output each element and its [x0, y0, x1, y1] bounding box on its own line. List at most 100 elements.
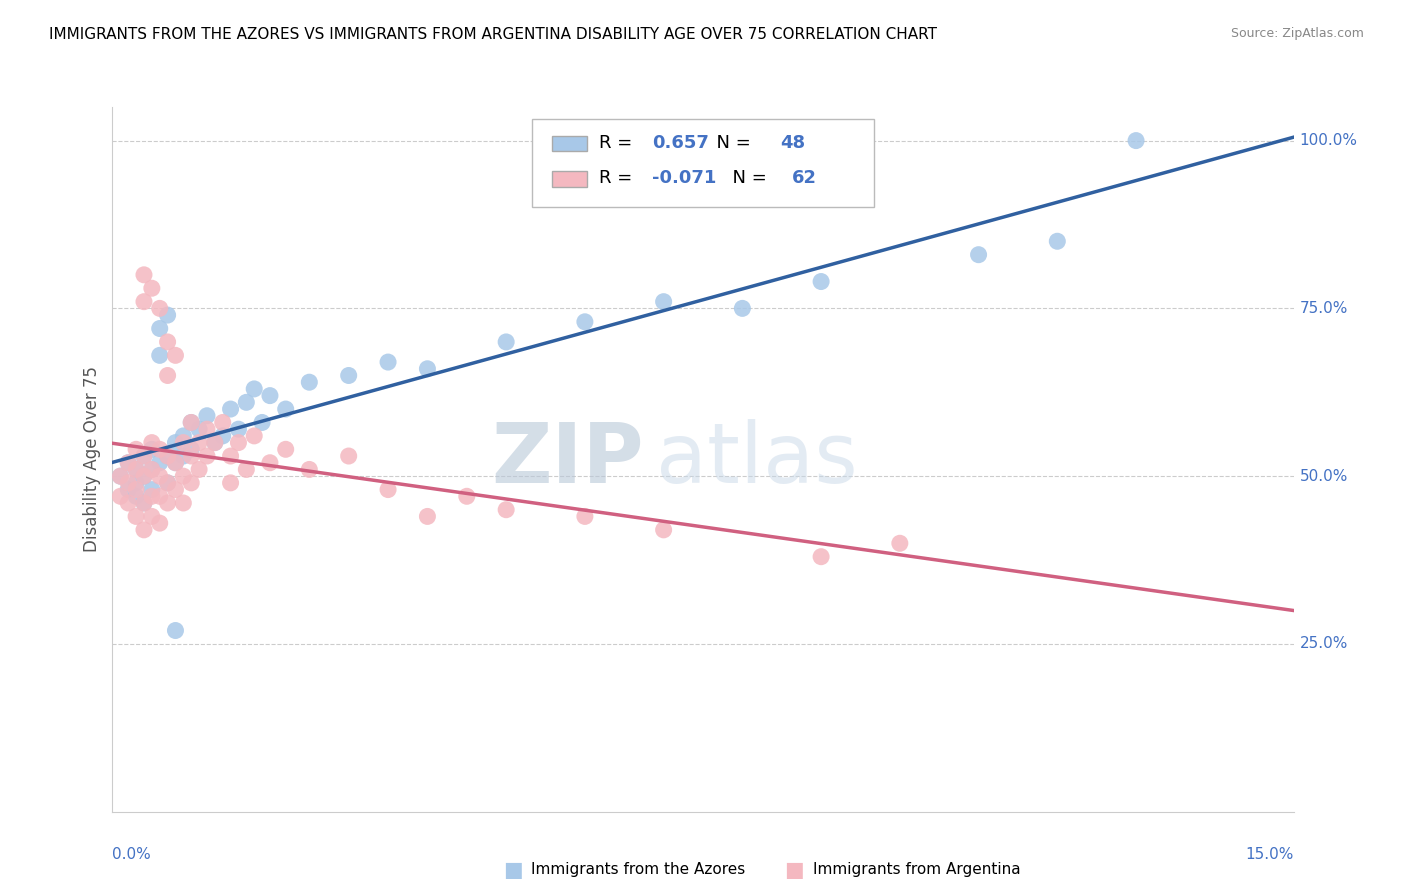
Text: R =: R =	[599, 169, 638, 187]
Point	[117, 456, 139, 470]
Point	[156, 475, 179, 490]
Point	[110, 469, 132, 483]
Point	[172, 496, 194, 510]
Point	[250, 416, 273, 430]
Point	[165, 348, 187, 362]
Text: ■: ■	[503, 860, 523, 880]
Text: Immigrants from the Azores: Immigrants from the Azores	[531, 863, 745, 877]
Point	[172, 449, 194, 463]
Point	[337, 368, 360, 383]
Point	[274, 402, 297, 417]
Point	[211, 429, 233, 443]
Point	[810, 275, 832, 289]
Point	[243, 382, 266, 396]
Point	[132, 496, 155, 510]
Point	[652, 523, 675, 537]
Point	[125, 462, 148, 476]
Point	[967, 248, 990, 262]
Point	[156, 449, 179, 463]
FancyBboxPatch shape	[551, 171, 588, 186]
Point	[195, 422, 218, 436]
Text: 50.0%: 50.0%	[1299, 468, 1348, 483]
Point	[456, 489, 478, 503]
Text: 48: 48	[780, 134, 804, 152]
Point	[132, 469, 155, 483]
Point	[110, 469, 132, 483]
Point	[125, 442, 148, 457]
Point	[110, 489, 132, 503]
Point	[125, 483, 148, 497]
Point	[132, 449, 155, 463]
Point	[337, 449, 360, 463]
Point	[416, 361, 439, 376]
Point	[228, 435, 250, 450]
Y-axis label: Disability Age Over 75: Disability Age Over 75	[83, 367, 101, 552]
Text: R =: R =	[599, 134, 638, 152]
Point	[125, 489, 148, 503]
Point	[165, 483, 187, 497]
Text: atlas: atlas	[655, 419, 858, 500]
Point	[1125, 134, 1147, 148]
Point	[377, 355, 399, 369]
Text: Source: ZipAtlas.com: Source: ZipAtlas.com	[1230, 27, 1364, 40]
Point	[141, 462, 163, 476]
Point	[195, 409, 218, 423]
Point	[211, 416, 233, 430]
Point	[180, 475, 202, 490]
Point	[141, 462, 163, 476]
Point	[219, 449, 242, 463]
Point	[204, 435, 226, 450]
Point	[259, 389, 281, 403]
Point	[195, 449, 218, 463]
Point	[141, 489, 163, 503]
FancyBboxPatch shape	[551, 136, 588, 152]
Point	[1046, 234, 1069, 248]
Point	[132, 294, 155, 309]
Point	[810, 549, 832, 564]
Point	[141, 281, 163, 295]
Point	[165, 435, 187, 450]
Point	[117, 456, 139, 470]
Text: 100.0%: 100.0%	[1299, 133, 1357, 148]
Point	[219, 475, 242, 490]
Point	[574, 315, 596, 329]
Text: ■: ■	[785, 860, 804, 880]
Point	[180, 449, 202, 463]
Point	[235, 462, 257, 476]
Point	[156, 475, 179, 490]
Text: 25.0%: 25.0%	[1299, 636, 1348, 651]
Point	[117, 483, 139, 497]
Point	[132, 469, 155, 483]
Point	[141, 442, 163, 457]
Point	[495, 334, 517, 349]
Point	[188, 435, 211, 450]
Point	[117, 496, 139, 510]
Point	[132, 523, 155, 537]
Point	[149, 348, 172, 362]
Point	[165, 624, 187, 638]
Point	[180, 442, 202, 457]
FancyBboxPatch shape	[531, 119, 875, 207]
Point	[298, 462, 321, 476]
Text: -0.071: -0.071	[652, 169, 717, 187]
Point	[149, 456, 172, 470]
Point	[132, 449, 155, 463]
Point	[377, 483, 399, 497]
Point	[416, 509, 439, 524]
Point	[132, 496, 155, 510]
Point	[204, 435, 226, 450]
Point	[274, 442, 297, 457]
Point	[141, 435, 163, 450]
Point	[652, 294, 675, 309]
Point	[243, 429, 266, 443]
Point	[165, 456, 187, 470]
Point	[149, 442, 172, 457]
Point	[172, 435, 194, 450]
Text: N =: N =	[721, 169, 772, 187]
Point	[298, 375, 321, 389]
Point	[235, 395, 257, 409]
Point	[141, 509, 163, 524]
Point	[125, 462, 148, 476]
Text: 0.657: 0.657	[652, 134, 709, 152]
Text: 15.0%: 15.0%	[1246, 847, 1294, 862]
